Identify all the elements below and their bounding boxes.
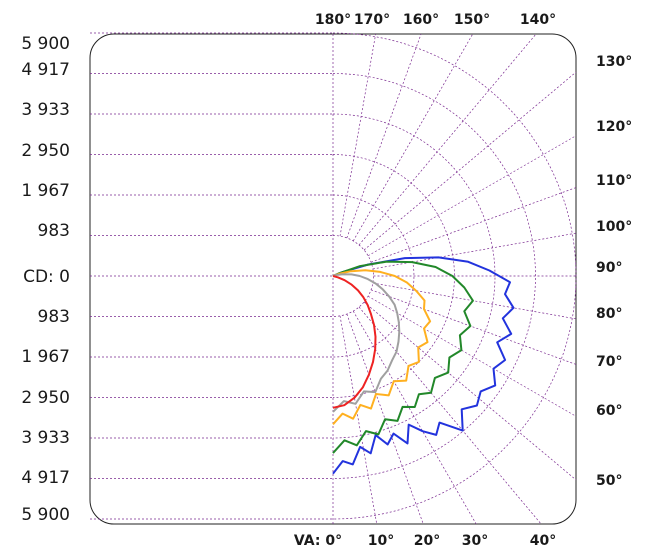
cd-label-upper: 2 950 <box>21 141 70 161</box>
bottom-angle-label: 30° <box>462 533 488 549</box>
right-angle-label: 60° <box>596 403 622 419</box>
cd-grid-arc <box>332 154 455 398</box>
right-angle-label: 120° <box>596 119 632 135</box>
bottom-angle-label: VA: 0° <box>294 533 342 549</box>
angle-grid-line <box>367 295 577 417</box>
angle-grid-line <box>346 313 424 525</box>
cd-grid-arc <box>332 113 496 439</box>
angle-grid-line <box>358 33 537 246</box>
right-angle-label: 130° <box>596 54 632 70</box>
series-layer <box>332 256 515 475</box>
cd-label-upper: 983 <box>38 221 70 241</box>
right-angle-label: 70° <box>596 354 622 370</box>
top-angle-label: 140° <box>520 12 556 28</box>
cd-label-lower: 983 <box>38 307 70 327</box>
cd-label-lower: 4 917 <box>21 468 70 488</box>
right-angle-label: 90° <box>596 260 622 276</box>
angle-grid-line <box>339 315 378 525</box>
top-angle-label: 180° <box>315 12 351 28</box>
cd-label-lower: 2 950 <box>21 388 70 408</box>
cd-label-lower: 3 933 <box>21 428 70 448</box>
top-angle-label: 150° <box>454 12 490 28</box>
cd-label-upper: 4 917 <box>21 60 70 80</box>
angle-grid-line <box>352 310 477 525</box>
cd-label-lower: 1 967 <box>21 347 70 367</box>
cd-label-upper: 1 967 <box>21 181 70 201</box>
series-curve-4 <box>332 273 401 413</box>
bottom-angle-label: 10° <box>368 533 394 549</box>
cd-label-lower: 5 900 <box>21 505 70 525</box>
bottom-angle-label: 20° <box>414 533 440 549</box>
label-layer: 5 900 4 917 3 933 2 950 1 967 983 CD: 0 983 1 96… <box>21 12 632 549</box>
cd-grid-arc <box>332 235 374 317</box>
cd-grid-arc <box>332 32 577 520</box>
cd-center-label: CD: 0 <box>23 267 70 287</box>
series-curve-5 <box>332 275 377 409</box>
cd-label-upper: 3 933 <box>21 100 70 120</box>
cd-grid-arc <box>332 194 415 358</box>
angle-grid-line <box>367 135 577 257</box>
series-curve-2 <box>332 260 474 454</box>
right-angle-label: 50° <box>596 473 622 489</box>
right-angle-label: 80° <box>596 306 622 322</box>
series-curve-3 <box>332 269 432 425</box>
series-curve-1 <box>332 256 515 475</box>
angle-grid-line <box>346 33 422 239</box>
top-angle-label: 160° <box>403 12 439 28</box>
top-angle-label: 170° <box>354 12 390 28</box>
cd-label-upper: 5 900 <box>21 34 70 54</box>
angle-grid-line <box>358 306 542 525</box>
bottom-angle-label: 40° <box>530 533 556 549</box>
grid-layer <box>90 32 577 525</box>
angle-grid-line <box>370 289 577 365</box>
angle-grid-line <box>370 187 577 263</box>
right-angle-label: 110° <box>596 173 632 189</box>
right-angle-label: 100° <box>596 219 632 235</box>
